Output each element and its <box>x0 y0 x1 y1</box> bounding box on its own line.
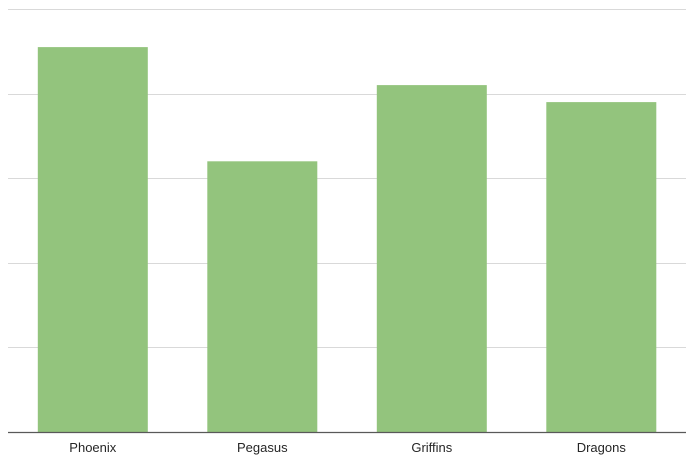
x-tick-label-griffins: Griffins <box>411 440 452 455</box>
bar-phoenix <box>37 47 148 432</box>
bar-griffins <box>376 85 487 432</box>
x-tick-label-phoenix: Phoenix <box>69 440 116 455</box>
x-tick-label-pegasus: Pegasus <box>237 440 288 455</box>
bar-dragons <box>546 102 657 432</box>
x-axis-tick-labels: Phoenix Pegasus Griffins Dragons <box>69 440 626 455</box>
bar-pegasus <box>207 161 318 433</box>
x-tick-label-dragons: Dragons <box>577 440 627 455</box>
bars <box>37 47 657 433</box>
